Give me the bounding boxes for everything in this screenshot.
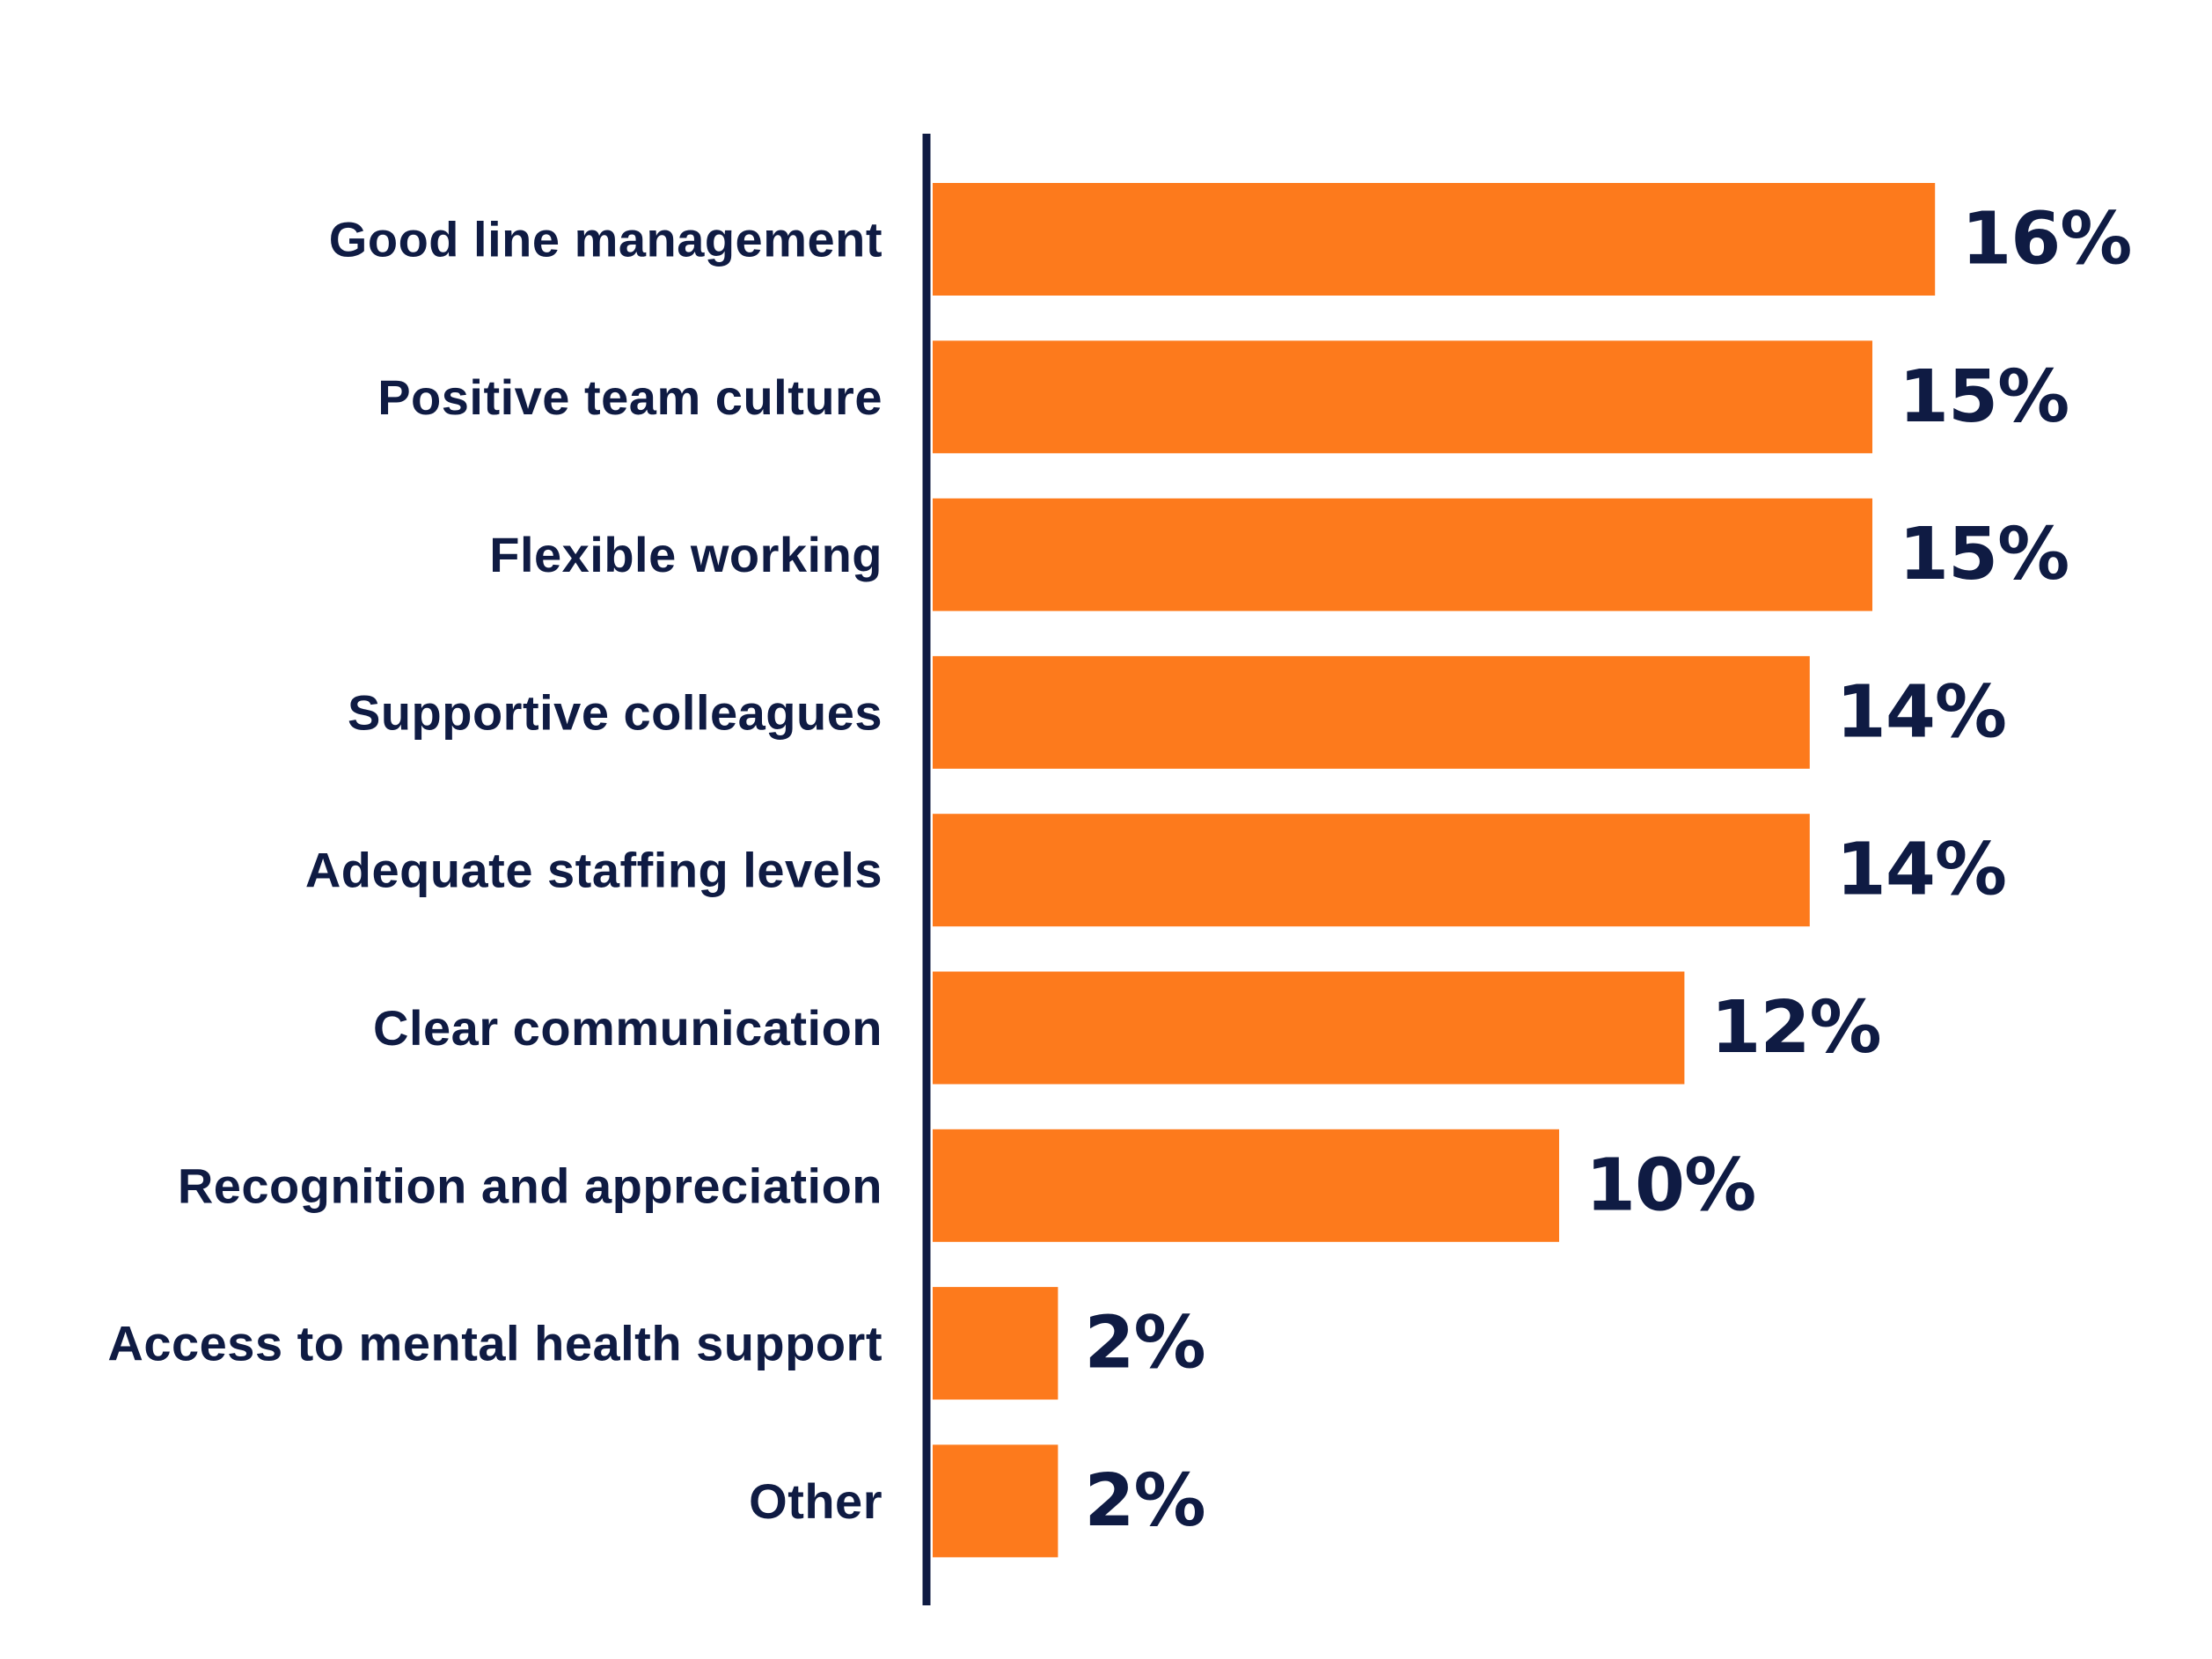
category-labels: Good line management Positive team cultur…: [107, 212, 883, 1529]
category-label-2: Flexible working: [489, 527, 883, 582]
category-label-4: Adequate staffing levels: [305, 843, 883, 898]
bar-5: [933, 971, 1685, 1085]
bar-4: [933, 814, 1810, 927]
bar-3: [933, 655, 1810, 769]
bar-6: [933, 1129, 1559, 1242]
bar-0: [933, 183, 1936, 296]
category-label-1: Positive team culture: [377, 369, 883, 425]
bars-layer: [933, 183, 1936, 1558]
category-label-0: Good line management: [329, 212, 883, 267]
value-label-5: 12%: [1710, 986, 1880, 1070]
value-label-6: 10%: [1586, 1144, 1755, 1227]
bar-7: [933, 1287, 1058, 1400]
value-label-0: 16%: [1961, 198, 2131, 281]
value-label-1: 15%: [1899, 355, 2069, 439]
value-labels: 16% 15% 15% 14% 14% 12% 10% 2% 2%: [1084, 198, 2132, 1543]
value-label-7: 2%: [1084, 1302, 1205, 1385]
category-label-5: Clear communication: [373, 1000, 883, 1056]
value-label-3: 14%: [1836, 670, 2006, 754]
value-label-8: 2%: [1084, 1459, 1205, 1543]
value-label-2: 15%: [1899, 513, 2069, 596]
category-label-3: Supportive colleagues: [348, 684, 883, 740]
category-label-6: Recognition and appreciation: [178, 1158, 883, 1213]
bar-2: [933, 498, 1872, 611]
bar-8: [933, 1444, 1058, 1558]
category-label-8: Other: [749, 1473, 883, 1529]
bar-1: [933, 340, 1872, 454]
category-label-7: Access to mental health support: [107, 1316, 883, 1371]
value-label-4: 14%: [1836, 829, 2006, 912]
